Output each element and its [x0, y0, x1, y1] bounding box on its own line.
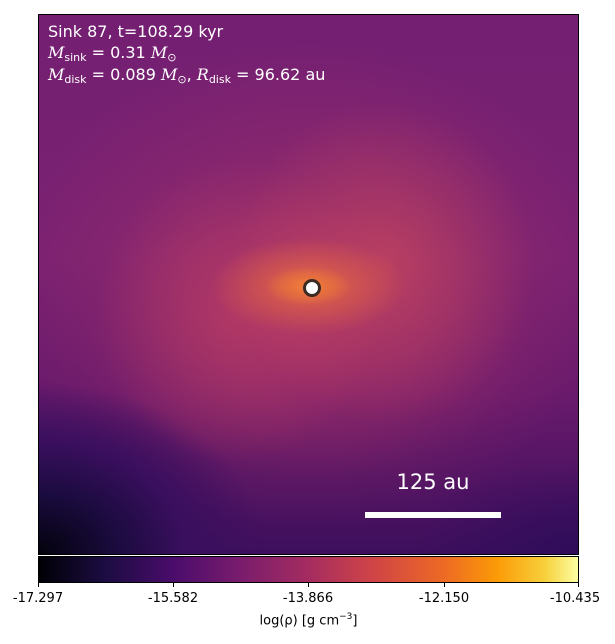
disk-mass-symbol: M — [48, 65, 65, 84]
solar-mass-symbol: M — [150, 43, 168, 62]
disk-mass-subscript: disk — [64, 73, 87, 86]
colorbar-label-exponent: −3 — [339, 612, 353, 622]
disk-solar-mass-symbol: M — [161, 65, 178, 84]
colorbar-tick-label: -17.297 — [12, 591, 64, 606]
colorbar-tick-mark — [173, 583, 174, 587]
colorbar-label: log(ρ) [g cm−3] — [38, 612, 579, 628]
sink-mass-subscript: sink — [64, 51, 87, 64]
colorbar — [38, 556, 579, 583]
colorbar-tick-label: -15.582 — [147, 591, 199, 606]
disk-radius-value: = 96.62 au — [230, 65, 326, 84]
disk-solar-symbol: ⊙ — [177, 73, 187, 86]
colorbar-label-prefix: log(ρ) [g cm — [259, 613, 340, 629]
scalebar — [365, 512, 501, 518]
colorbar-tick-mark — [444, 583, 445, 587]
density-map-panel: Sink 87, t=108.29 kyr Msink = 0.31 M⊙ Md… — [38, 14, 579, 555]
disk-radius-subscript: disk — [208, 73, 231, 86]
disk-properties-text: Mdisk = 0.089 M⊙, Rdisk = 96.62 au — [48, 65, 325, 90]
colorbar-tick-mark — [578, 583, 579, 587]
sink-mass-symbol: M — [48, 43, 65, 62]
sink-mass-text: Msink = 0.31 M⊙ — [48, 43, 176, 68]
colorbar-tick-label: -13.866 — [282, 591, 334, 606]
sink-title-text: Sink 87, t=108.29 kyr — [48, 22, 224, 41]
colorbar-tick-label: -12.150 — [418, 591, 470, 606]
colorbar-tick-mark — [308, 583, 309, 587]
comma-separator: , — [186, 65, 197, 84]
colorbar-tick-label: -10.435 — [549, 591, 601, 606]
solar-symbol: ⊙ — [167, 51, 177, 64]
colorbar-label-suffix: ] — [352, 613, 358, 629]
disk-mass-value: = 0.089 — [86, 65, 161, 84]
scalebar-label: 125 au — [396, 470, 470, 494]
sink-circle-icon — [303, 279, 321, 297]
sink-mass-value: = 0.31 — [86, 43, 151, 62]
colorbar-tick-mark — [38, 583, 39, 587]
disk-radius-symbol: R — [196, 65, 209, 84]
